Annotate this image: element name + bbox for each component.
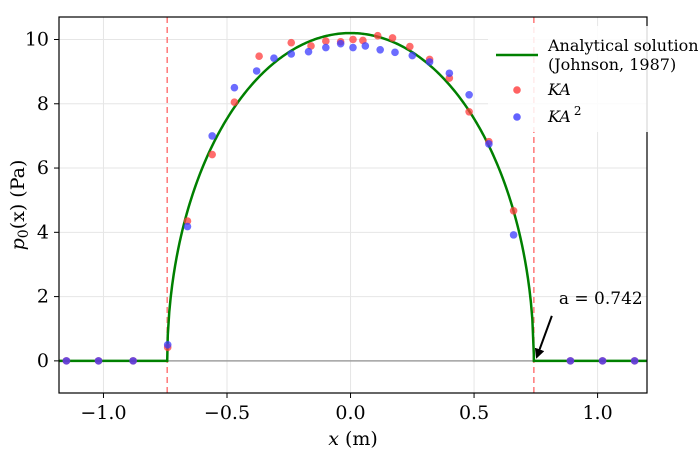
ka-point xyxy=(388,34,397,42)
ka2-point xyxy=(361,42,370,50)
ka2-point xyxy=(208,132,216,140)
legend-ka2-marker xyxy=(513,113,521,121)
ka2-point xyxy=(408,51,417,60)
ka2-point xyxy=(304,47,313,56)
legend-ka-marker xyxy=(513,86,521,94)
legend-analytical-label-line2: (Johnson, 1987) xyxy=(548,55,676,74)
scatter-points xyxy=(62,31,639,365)
ka-point xyxy=(287,38,296,47)
ka-point xyxy=(349,35,357,44)
analytical-solution-curve xyxy=(59,31,647,363)
ka2-point xyxy=(465,90,473,99)
legend-ka2-label: KA 2 xyxy=(547,104,582,126)
axis-ticks: −1.0 −0.5 0.0 0.5 1.0 0 2 4 6 8 10 xyxy=(25,28,613,424)
y-tick-label: 10 xyxy=(25,28,49,50)
ka2-point xyxy=(349,43,357,52)
ka-point xyxy=(465,108,473,116)
x-tick-label: 1.0 xyxy=(582,402,612,424)
ka-point xyxy=(322,37,330,45)
ka2-point xyxy=(62,357,71,365)
y-tick-label: 8 xyxy=(37,93,49,115)
y-tick-label: 0 xyxy=(37,350,49,372)
ka-point xyxy=(406,42,414,51)
ka2-point xyxy=(509,231,518,239)
legend-ka-label: KA xyxy=(547,80,571,99)
analytical-solution-line xyxy=(59,31,647,363)
ka2-point xyxy=(425,58,434,66)
y-tick-label: 6 xyxy=(37,157,49,179)
ka2-point xyxy=(94,357,103,365)
y-tick-label: 2 xyxy=(37,286,49,308)
ka2-point xyxy=(163,340,172,349)
ka2-point xyxy=(376,45,384,54)
annotation-arrow xyxy=(534,315,553,359)
y-tick-label: 4 xyxy=(37,221,49,243)
x-tick-label: −0.5 xyxy=(204,402,250,424)
ka-point xyxy=(230,98,239,106)
ka2-point xyxy=(336,39,345,48)
ka2-point xyxy=(129,357,137,365)
ka2-point xyxy=(566,357,575,365)
x-tick-label: 0.0 xyxy=(335,402,365,424)
ka-point xyxy=(509,206,518,215)
ka2-point xyxy=(322,43,330,52)
ka-point xyxy=(373,31,382,40)
x-tick-label: 0.5 xyxy=(459,402,489,424)
x-axis-label: x (m) xyxy=(328,428,378,450)
half-width-annotation: a = 0.742 xyxy=(534,289,643,359)
ka2-point xyxy=(183,222,192,231)
ka2-point xyxy=(630,357,639,365)
ka2-point xyxy=(270,54,278,62)
ka2-point xyxy=(485,140,493,148)
ka-point xyxy=(255,52,263,61)
legend: Analytical solution (Johnson, 1987) KA K… xyxy=(488,26,698,132)
ka2-point xyxy=(598,357,607,365)
y-axis-label: p0(x) (Pa) xyxy=(7,160,32,251)
ka2-point xyxy=(252,67,261,75)
x-tick-label: −1.0 xyxy=(80,402,126,424)
ka-point xyxy=(307,42,315,50)
ka2-point xyxy=(391,48,399,57)
legend-analytical-label: Analytical solution xyxy=(547,36,698,55)
ka2-point xyxy=(230,83,239,92)
plot-frame xyxy=(58,16,648,394)
ka2-point xyxy=(445,69,454,78)
ka2-point xyxy=(287,50,296,58)
ka-point xyxy=(183,217,192,225)
annotation-label: a = 0.742 xyxy=(559,289,643,309)
ka-point xyxy=(208,150,216,159)
